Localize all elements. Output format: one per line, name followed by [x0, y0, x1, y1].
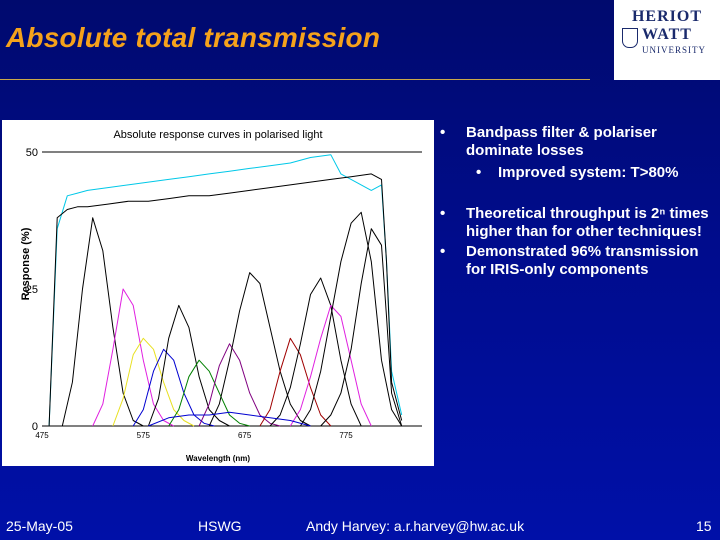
response-curve-11	[259, 337, 332, 427]
x-axis-label: Wavelength (nm)	[186, 454, 250, 463]
chart-title: Absolute response curves in polarised li…	[113, 129, 322, 141]
response-curve-5	[112, 337, 195, 427]
bullet-marker: •	[440, 205, 446, 222]
bullet-item-1: • Bandpass filter & polariser dominate l…	[436, 124, 720, 160]
y-tick-label: 0	[32, 421, 38, 433]
bullet-item-3: • Demonstrated 96% transmission for IRIS…	[436, 243, 720, 279]
response-curve-15	[320, 228, 403, 427]
response-curve-12	[269, 277, 362, 427]
response-curve-14	[299, 211, 403, 427]
logo-line-1: HERIOT	[631, 8, 702, 25]
crest-icon	[622, 28, 638, 48]
bullet-text: Demonstrated 96% transmission for IRIS-o…	[466, 243, 699, 278]
response-curve-10	[208, 272, 311, 427]
title-divider	[0, 79, 590, 80]
bullet-text: Bandpass filter & polariser dominate los…	[466, 124, 657, 159]
x-tick-label: 775	[339, 431, 353, 440]
footer-date: 25-May-05	[6, 518, 73, 534]
slide-title: Absolute total transmission	[6, 22, 381, 53]
y-tick-label: 50	[26, 147, 38, 159]
logo-line-3: UNIVERSITY	[642, 45, 706, 55]
response-curve-7	[147, 304, 230, 427]
footer-page-number: 15	[696, 518, 712, 534]
bullet-marker: •	[440, 124, 446, 141]
response-curve-1	[48, 154, 403, 427]
y-tick-label: 25	[26, 284, 38, 296]
university-logo: HERIOT WATT UNIVERSITY	[614, 0, 720, 80]
x-tick-label: 675	[238, 431, 252, 440]
response-curve-3	[61, 217, 144, 427]
response-curve-4	[92, 288, 174, 427]
x-tick-label: 475	[35, 431, 49, 440]
y-axis-label: Response (%)	[20, 227, 32, 300]
response-curve-2	[48, 173, 403, 427]
response-curve-16	[148, 411, 311, 427]
footer-author: Andy Harvey: a.r.harvey@hw.ac.uk	[306, 518, 525, 534]
sub-bullet-item: • Improved system: T>80%	[436, 164, 720, 182]
bullet-item-2: • Theoretical throughput is 2ⁿ times hig…	[436, 205, 720, 241]
response-chart: Absolute response curves in polarised li…	[2, 120, 434, 466]
bullet-marker: •	[440, 243, 446, 260]
response-curve-9	[198, 343, 281, 427]
response-curve-8	[168, 359, 250, 427]
x-tick-label: 575	[137, 431, 151, 440]
chart-canvas: Absolute response curves in polarised li…	[20, 129, 422, 463]
bullet-list: • Bandpass filter & polariser dominate l…	[436, 124, 720, 279]
response-curve-6	[132, 348, 215, 427]
response-curve-13	[289, 304, 372, 427]
logo-line-2: WATT	[642, 26, 692, 43]
bullet-text: Theoretical throughput is 2ⁿ times highe…	[466, 205, 709, 240]
bullet-text: Improved system: T>80%	[498, 164, 679, 181]
footer-org: HSWG	[198, 518, 242, 534]
bullet-marker: •	[476, 164, 482, 181]
